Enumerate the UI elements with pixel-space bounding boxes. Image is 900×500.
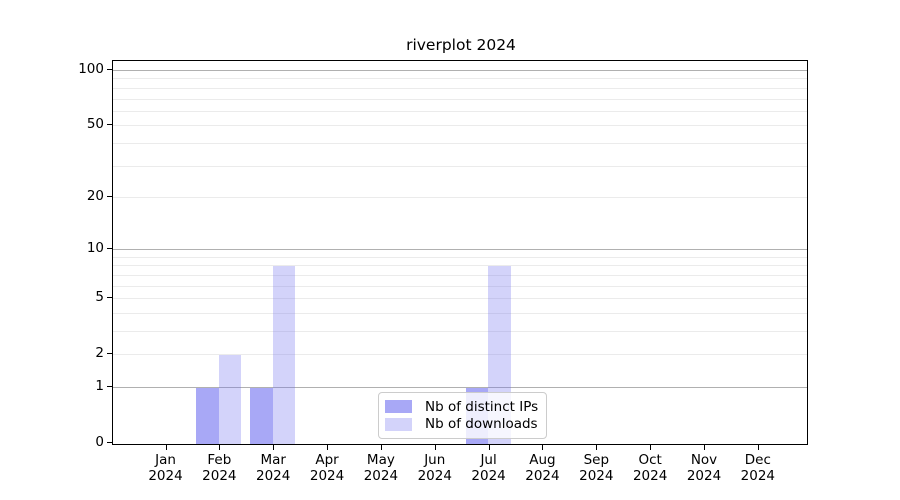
x-tick-label: Nov 2024 [686, 452, 722, 484]
minor-gridline [113, 87, 807, 89]
minor-gridline [113, 256, 807, 258]
y-tick [107, 248, 112, 250]
y-tick [107, 297, 112, 299]
minor-gridline [113, 285, 807, 287]
x-tick [327, 444, 329, 450]
x-tick [596, 444, 598, 450]
y-tick-label: 20 [86, 187, 104, 204]
x-tick-label: Apr 2024 [309, 452, 345, 484]
minor-gridline [113, 274, 807, 276]
y-tick-label: 0 [95, 434, 104, 450]
minor-gridline [113, 98, 807, 100]
major-gridline [113, 386, 807, 388]
minor-gridline [113, 78, 807, 80]
y-tick-label: 100 [78, 61, 104, 78]
major-gridline [113, 70, 807, 72]
legend-swatch [385, 417, 412, 431]
y-tick-label: 50 [86, 116, 104, 133]
minor-gridline [113, 265, 807, 267]
x-tick [219, 444, 221, 450]
x-tick-label: Dec 2024 [740, 452, 776, 484]
legend-item: Nb of distinct IPs [385, 398, 538, 416]
x-tick-label: Mar 2024 [256, 452, 291, 484]
legend-swatch [385, 400, 412, 414]
y-tick-label: 10 [86, 240, 104, 257]
minor-gridline [113, 110, 807, 112]
bar-downloads [218, 355, 242, 444]
y-tick [107, 195, 112, 197]
x-tick [165, 444, 167, 450]
plot-area [112, 60, 808, 445]
minor-gridline [113, 330, 807, 332]
minor-gridline [113, 354, 807, 356]
x-tick [757, 444, 759, 450]
legend-item: Nb of downloads [385, 416, 538, 434]
x-tick-label: Jan 2024 [148, 452, 183, 484]
bar-downloads [272, 266, 296, 444]
y-tick-label: 1 [95, 377, 104, 394]
minor-gridline [113, 165, 807, 167]
x-tick [273, 444, 275, 450]
minor-gridline [113, 142, 807, 144]
x-tick [542, 444, 544, 450]
x-tick-label: Jun 2024 [417, 452, 452, 484]
minor-gridline [113, 298, 807, 300]
x-tick-label: Oct 2024 [632, 452, 668, 484]
legend-label: Nb of downloads [425, 416, 538, 433]
minor-gridline [113, 125, 807, 127]
major-gridline [113, 249, 807, 251]
y-tick [107, 69, 112, 71]
x-tick-label: Aug 2024 [525, 452, 560, 484]
y-tick-label: 5 [95, 289, 104, 306]
y-tick [107, 385, 112, 387]
x-tick [704, 444, 705, 450]
bar-distinct-ips [196, 388, 219, 444]
x-tick [650, 444, 652, 450]
bar-distinct-ips [250, 388, 273, 444]
minor-gridline [113, 196, 807, 198]
x-tick-label: May 2024 [363, 452, 399, 484]
chart-title: riverplot 2024 [406, 36, 516, 54]
legend: Nb of distinct IPs Nb of downloads [378, 392, 547, 439]
x-tick-label: Feb 2024 [202, 452, 237, 484]
y-tick-label: 2 [95, 345, 104, 362]
minor-gridline [113, 312, 807, 314]
y-tick [107, 442, 112, 443]
x-tick-label: Jul 2024 [471, 452, 506, 484]
legend-label: Nb of distinct IPs [425, 398, 539, 415]
x-tick [380, 444, 382, 450]
x-tick [434, 444, 436, 450]
y-tick [107, 124, 112, 126]
y-tick [107, 353, 112, 355]
x-tick [488, 444, 490, 450]
x-tick-label: Sep 2024 [579, 452, 614, 484]
